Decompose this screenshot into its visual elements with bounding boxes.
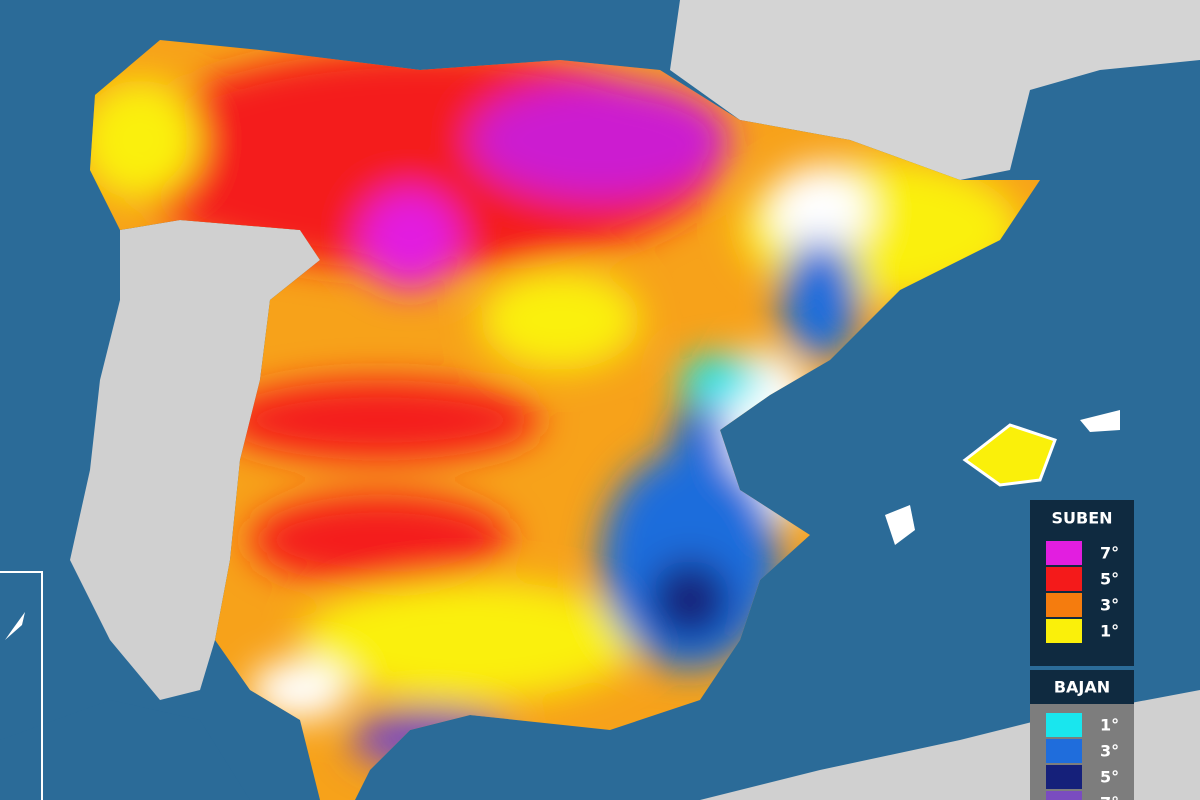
legend-label: 5° — [1100, 570, 1119, 589]
sea — [0, 700, 250, 800]
mallorca — [962, 423, 1057, 487]
legend-swatch — [1046, 593, 1082, 617]
legend-swatch — [1046, 541, 1082, 565]
legend-swatch — [1046, 765, 1082, 789]
legend-swatch — [1046, 619, 1082, 643]
legend-fall-title: BAJAN — [1054, 678, 1110, 697]
legend-label: 3° — [1100, 742, 1119, 761]
portugal — [70, 220, 320, 700]
legend-fall-header — [1030, 670, 1134, 704]
legend-swatch — [1046, 791, 1082, 800]
legend-label: 1° — [1100, 716, 1119, 735]
inset-frame — [0, 571, 43, 800]
legend-label: 5° — [1100, 768, 1119, 787]
legend-swatch — [1046, 567, 1082, 591]
legend-label: 3° — [1100, 596, 1119, 615]
menorca — [1080, 410, 1120, 432]
legend-swatch — [1046, 713, 1082, 737]
canary-island — [5, 612, 25, 640]
legend-label: 1° — [1100, 622, 1119, 641]
ibiza — [885, 505, 915, 545]
legend-rise-title: SUBEN — [1051, 509, 1112, 528]
legend-label: 7° — [1100, 794, 1119, 800]
legend-items: 7° 5° 3° 1° 1° 3° 5° 7° — [1046, 541, 1119, 800]
france — [670, 0, 1200, 180]
legend-label: 7° — [1100, 544, 1119, 563]
legend-swatch — [1046, 739, 1082, 763]
